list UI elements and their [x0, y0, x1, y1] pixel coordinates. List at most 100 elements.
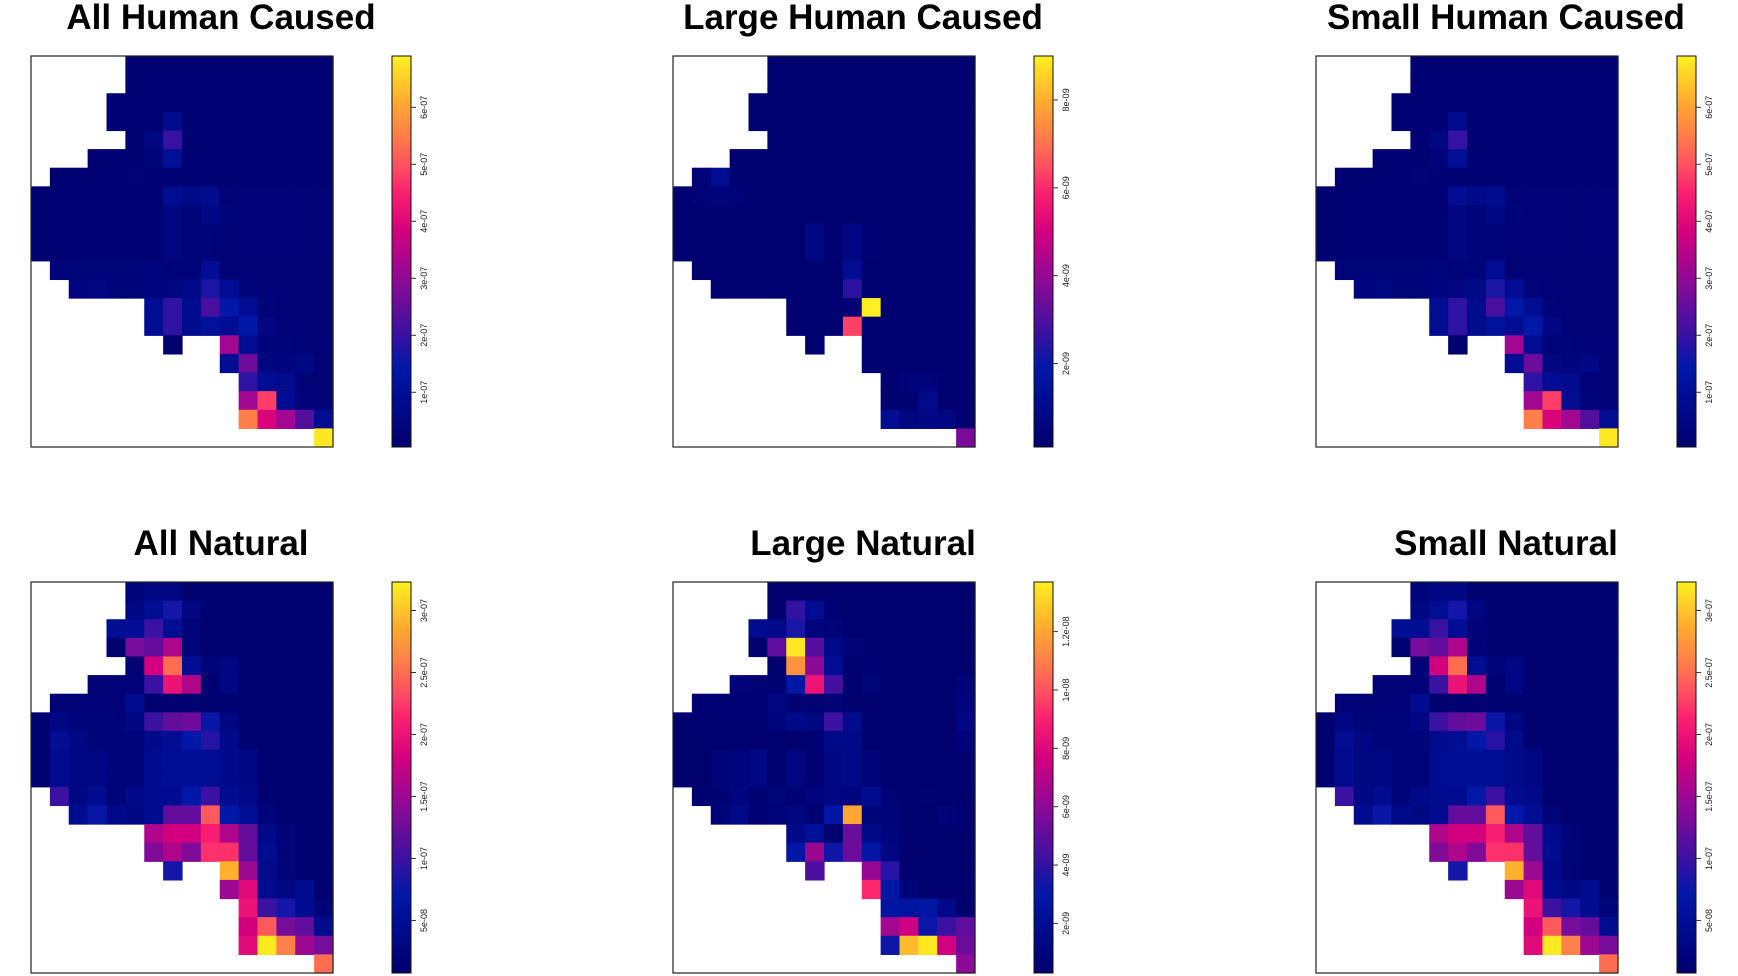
heatmap-cell — [1580, 149, 1600, 169]
heatmap-cell — [824, 204, 844, 225]
heatmap-cell — [899, 600, 919, 620]
heatmap-cell — [125, 600, 145, 620]
heatmap-cell — [125, 619, 145, 639]
heatmap-cell — [295, 316, 315, 336]
heatmap-cell — [956, 391, 976, 411]
heatmap-cell — [880, 111, 901, 132]
heatmap-cell — [1391, 242, 1411, 262]
heatmap-cell — [1467, 842, 1487, 862]
heatmap-cell — [956, 56, 976, 76]
heatmap-cell — [182, 279, 202, 299]
heatmap-cell — [276, 879, 296, 900]
heatmap-cell — [1504, 56, 1525, 76]
heatmap-cell — [1599, 391, 1619, 411]
heatmap-cell — [314, 842, 334, 862]
heatmap-cell — [125, 111, 145, 132]
heatmap-cell — [956, 353, 976, 374]
heatmap-cell — [1542, 637, 1562, 658]
heatmap-cell — [68, 805, 89, 825]
heatmap-cell — [918, 768, 938, 788]
heatmap-cell — [1448, 298, 1468, 318]
heatmap-cell — [87, 260, 108, 281]
heatmap-cell — [729, 749, 750, 769]
heatmap-cell — [144, 316, 164, 336]
heatmap-cell — [824, 223, 844, 243]
heatmap-cell — [729, 805, 750, 825]
colorbar-tick-label: 2e-09 — [1061, 912, 1071, 935]
heatmap-cell — [144, 656, 164, 676]
heatmap-cell — [1542, 111, 1562, 132]
heatmap-cell — [295, 824, 315, 844]
heatmap-cell — [31, 223, 51, 243]
heatmap-cell — [880, 409, 901, 429]
heatmap-cell — [1542, 842, 1562, 862]
heatmap-cell — [880, 935, 901, 955]
heatmap-cell — [1580, 130, 1600, 150]
heatmap-cell — [956, 805, 976, 825]
heatmap-cell — [805, 186, 825, 206]
heatmap-cell — [729, 712, 750, 732]
heatmap-cell — [748, 223, 768, 243]
heatmap-cell — [144, 693, 164, 713]
heatmap-cell — [729, 167, 750, 187]
heatmap-cell — [805, 242, 825, 262]
heatmap-cell — [1448, 619, 1468, 639]
heatmap-cell — [1467, 637, 1487, 658]
heatmap-cell — [144, 242, 164, 262]
heatmap-cell — [673, 730, 693, 751]
heatmap-cell — [1599, 130, 1619, 150]
heatmap-cell — [1561, 409, 1581, 429]
heatmap-cell — [200, 186, 221, 206]
heatmap-cell — [710, 768, 731, 788]
heatmap-cell — [805, 223, 825, 243]
heatmap-cell — [1599, 693, 1619, 713]
heatmap-cell — [937, 805, 957, 825]
heatmap-cell — [786, 260, 806, 281]
heatmap-cell — [1580, 693, 1600, 713]
heatmap-cell — [276, 316, 296, 336]
heatmap-cell — [1599, 730, 1619, 751]
heatmap-cell — [937, 898, 957, 918]
heatmap-cell — [295, 260, 315, 281]
heatmap-cell — [956, 260, 976, 281]
heatmap-cell — [238, 391, 259, 411]
heatmap-cell — [257, 260, 277, 281]
heatmap-cell — [861, 637, 882, 658]
heatmap-cell — [1580, 730, 1600, 751]
heatmap-cell — [918, 582, 938, 602]
heatmap-cell — [1353, 204, 1374, 225]
heatmap-cell — [219, 242, 240, 262]
heatmap-cell — [842, 656, 863, 676]
heatmap-cell — [861, 861, 882, 881]
heatmap-cell — [257, 223, 277, 243]
heatmap-cell — [805, 74, 825, 94]
heatmap-cell — [200, 111, 221, 132]
heatmap-cell — [238, 167, 259, 187]
heatmap-cell — [276, 353, 296, 374]
heatmap-cell — [956, 842, 976, 862]
heatmap-cell — [314, 619, 334, 639]
heatmap-cell — [276, 279, 296, 299]
heatmap-cell — [1599, 879, 1619, 900]
heatmap-cell — [1391, 768, 1411, 788]
heatmap-cell — [861, 879, 882, 900]
heatmap-cell — [899, 693, 919, 713]
heatmap-cell — [1561, 824, 1581, 844]
heatmap-cell — [1504, 749, 1525, 769]
heatmap-cell — [1561, 335, 1581, 355]
heatmap-cell — [748, 93, 768, 113]
heatmap-cell — [257, 730, 277, 751]
heatmap-cell — [314, 167, 334, 187]
heatmap-cell — [880, 619, 901, 639]
heatmap-cell — [219, 637, 240, 658]
heatmap-cell — [238, 353, 259, 374]
colorbar-tick-label: 4e-09 — [1061, 854, 1071, 877]
heatmap-cell — [1448, 130, 1468, 150]
heatmap-cell — [1523, 93, 1544, 113]
heatmap-cell — [956, 204, 976, 225]
heatmap-cell — [899, 656, 919, 676]
heatmap-cell — [1542, 879, 1562, 900]
heatmap-cell — [106, 786, 126, 807]
heatmap-cell — [956, 335, 976, 355]
heatmap-cell — [1561, 600, 1581, 620]
